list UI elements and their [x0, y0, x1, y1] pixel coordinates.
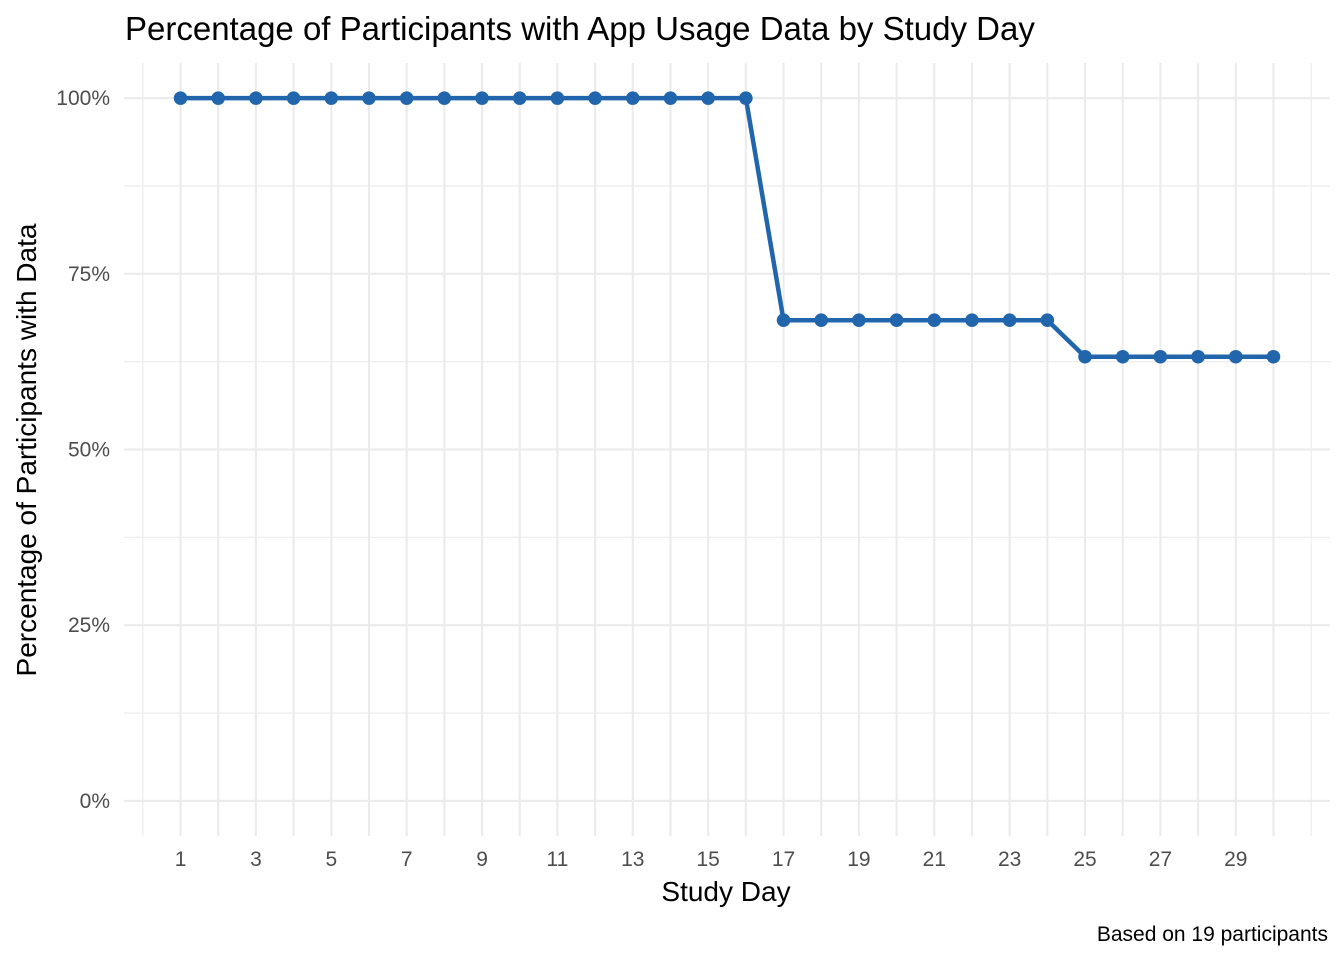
y-tick-label: 50% — [68, 439, 110, 462]
chart-title: Percentage of Participants with App Usag… — [125, 10, 1035, 47]
data-point — [927, 313, 942, 327]
x-tick-label: 1 — [175, 848, 187, 871]
data-point — [550, 91, 565, 105]
x-tick-label: 7 — [401, 848, 413, 871]
y-tick-label: 25% — [68, 614, 110, 637]
data-point — [701, 91, 715, 105]
x-tick-label: 3 — [250, 848, 262, 871]
x-tick-label: 15 — [696, 848, 719, 871]
y-tick-label: 75% — [68, 263, 110, 286]
data-point — [249, 91, 263, 105]
y-axis-ticks: 0% 25% 50% 75% 100% — [56, 87, 110, 813]
data-point — [173, 91, 188, 105]
data-point — [324, 91, 339, 105]
data-point — [1115, 349, 1130, 364]
x-tick-label: 29 — [1224, 848, 1247, 871]
data-point — [1040, 313, 1055, 327]
data-point — [1266, 349, 1281, 364]
data-point — [814, 313, 829, 327]
data-point — [776, 313, 791, 327]
data-point — [475, 91, 489, 105]
x-tick-label: 25 — [1073, 848, 1096, 871]
data-point — [1078, 349, 1092, 364]
data-point — [625, 91, 640, 105]
data-point — [512, 91, 527, 105]
series-line — [180, 95, 1274, 359]
data-point — [1002, 313, 1017, 327]
x-tick-label: 9 — [476, 848, 488, 871]
x-axis-ticks: 1 3 5 7 9 11 13 15 17 19 21 23 25 27 29 — [175, 848, 1248, 871]
data-point — [399, 91, 414, 105]
y-axis-title: Percentage of Participants with Data — [11, 223, 42, 676]
data-point — [362, 91, 376, 105]
data-point — [889, 313, 904, 327]
data-point — [1191, 349, 1205, 364]
y-tick-label: 0% — [80, 790, 110, 813]
data-point — [211, 91, 226, 105]
caption: Based on 19 participants — [1097, 923, 1328, 946]
x-tick-label: 19 — [847, 848, 870, 871]
series-layer — [173, 91, 1281, 364]
data-point — [286, 91, 301, 105]
x-tick-label: 27 — [1149, 848, 1172, 871]
data-point — [588, 91, 602, 105]
data-point — [739, 91, 753, 105]
grid — [124, 63, 1330, 836]
x-axis-title: Study Day — [661, 876, 790, 907]
data-point — [437, 91, 452, 105]
data-point — [965, 313, 979, 327]
x-tick-label: 11 — [547, 848, 569, 871]
x-tick-label: 23 — [998, 848, 1021, 871]
x-tick-label: 17 — [772, 848, 795, 871]
x-tick-label: 13 — [621, 848, 644, 871]
data-point — [1228, 349, 1243, 364]
data-point — [852, 313, 866, 327]
data-point — [1153, 349, 1168, 364]
y-tick-label: 100% — [56, 87, 110, 110]
x-tick-label: 5 — [325, 848, 337, 871]
data-point — [663, 91, 678, 105]
x-tick-label: 21 — [923, 848, 946, 871]
